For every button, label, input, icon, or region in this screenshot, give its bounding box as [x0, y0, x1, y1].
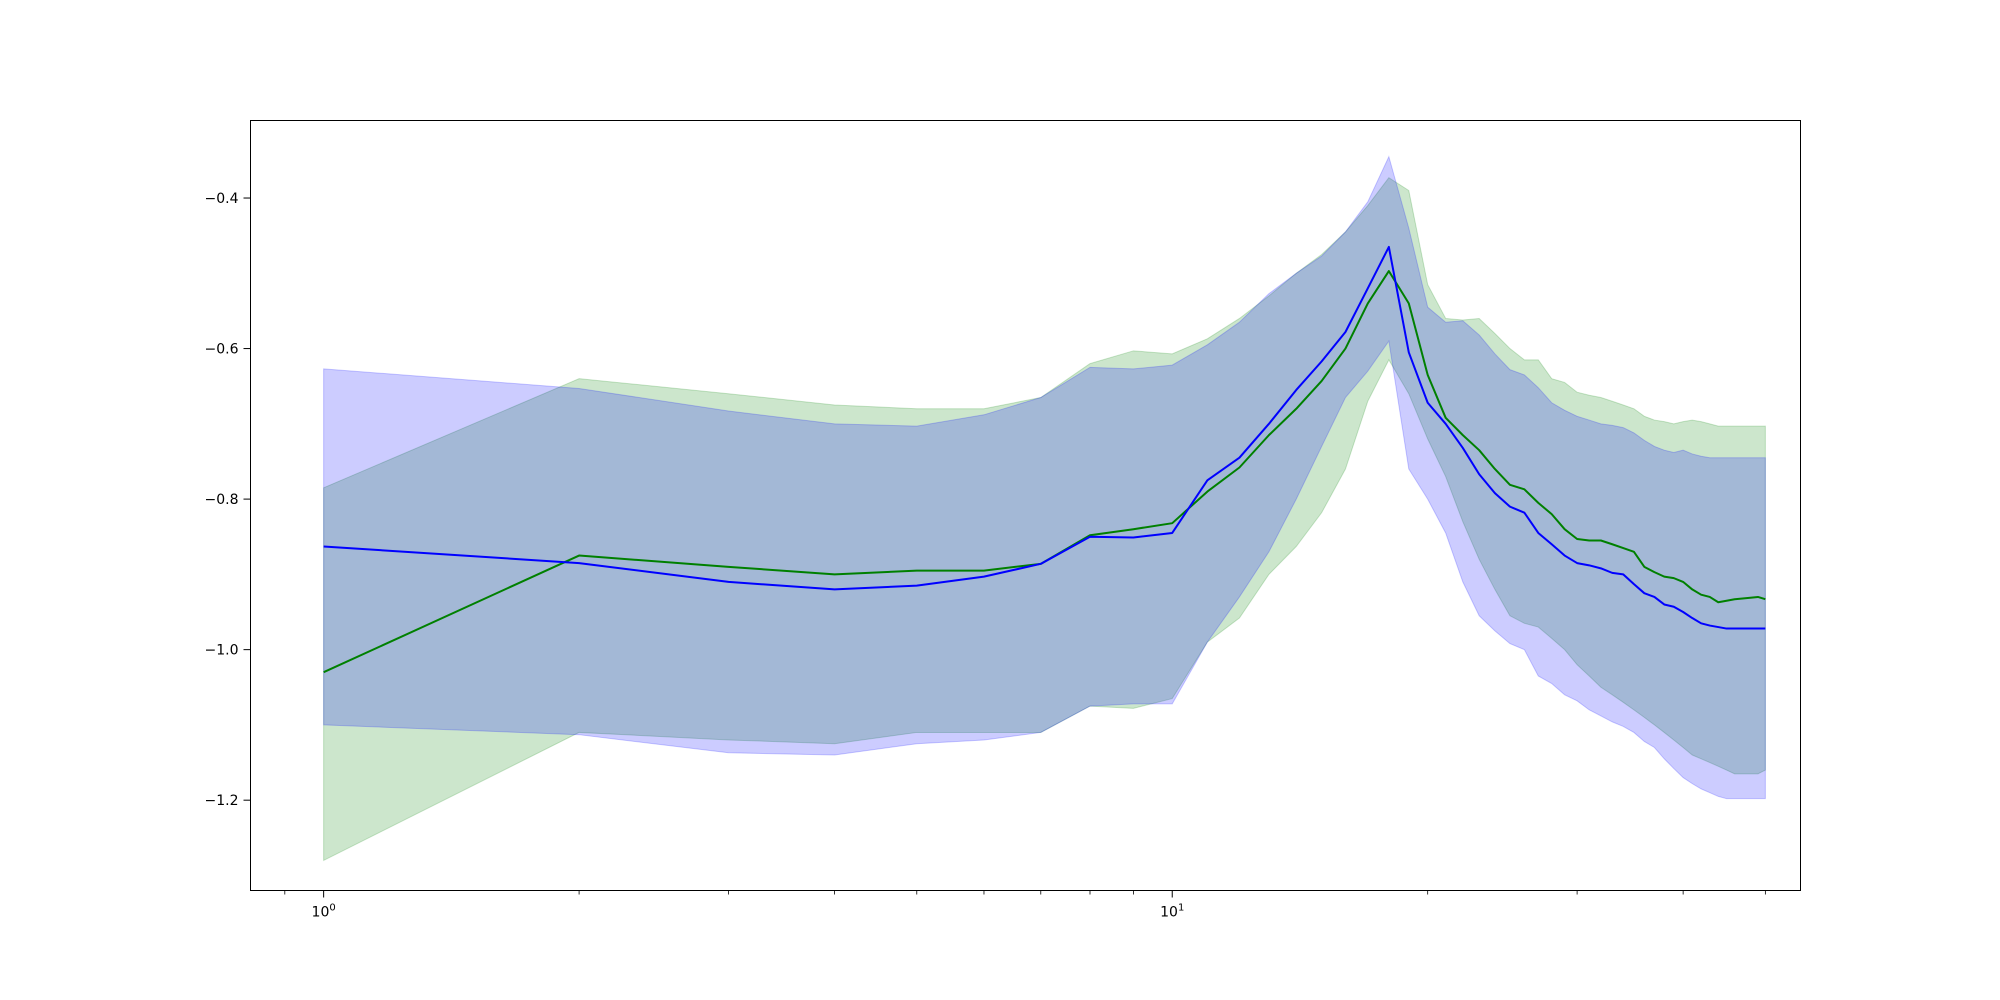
y-tick-label: −1.2	[205, 793, 239, 809]
confidence-band-0	[323, 177, 1766, 862]
x-tick-label-base: 10	[1160, 905, 1178, 921]
y-axis: −1.2 −1.0 −0.8 −0.6 −0.4	[205, 191, 251, 809]
x-tick-label-exponent: 1	[1178, 903, 1184, 914]
x-axis: 100 101	[284, 890, 1766, 921]
series-line-0	[323, 270, 1766, 674]
confidence-bands	[323, 155, 1766, 862]
series-lines	[323, 245, 1766, 674]
x-tick-label-exponent: 0	[329, 903, 335, 914]
confidence-band-1	[323, 155, 1766, 800]
y-tick-label: −0.6	[205, 342, 239, 358]
x-tick-label: 100	[312, 903, 336, 921]
y-tick-label: −1.0	[205, 643, 239, 659]
x-tick-label-base: 10	[312, 905, 330, 921]
y-tick-label: −0.8	[205, 492, 239, 508]
y-tick-label: −0.4	[205, 191, 239, 207]
x-tick-label: 101	[1160, 903, 1184, 921]
plot-area-frame	[250, 120, 1801, 891]
series-line-1	[323, 245, 1766, 630]
